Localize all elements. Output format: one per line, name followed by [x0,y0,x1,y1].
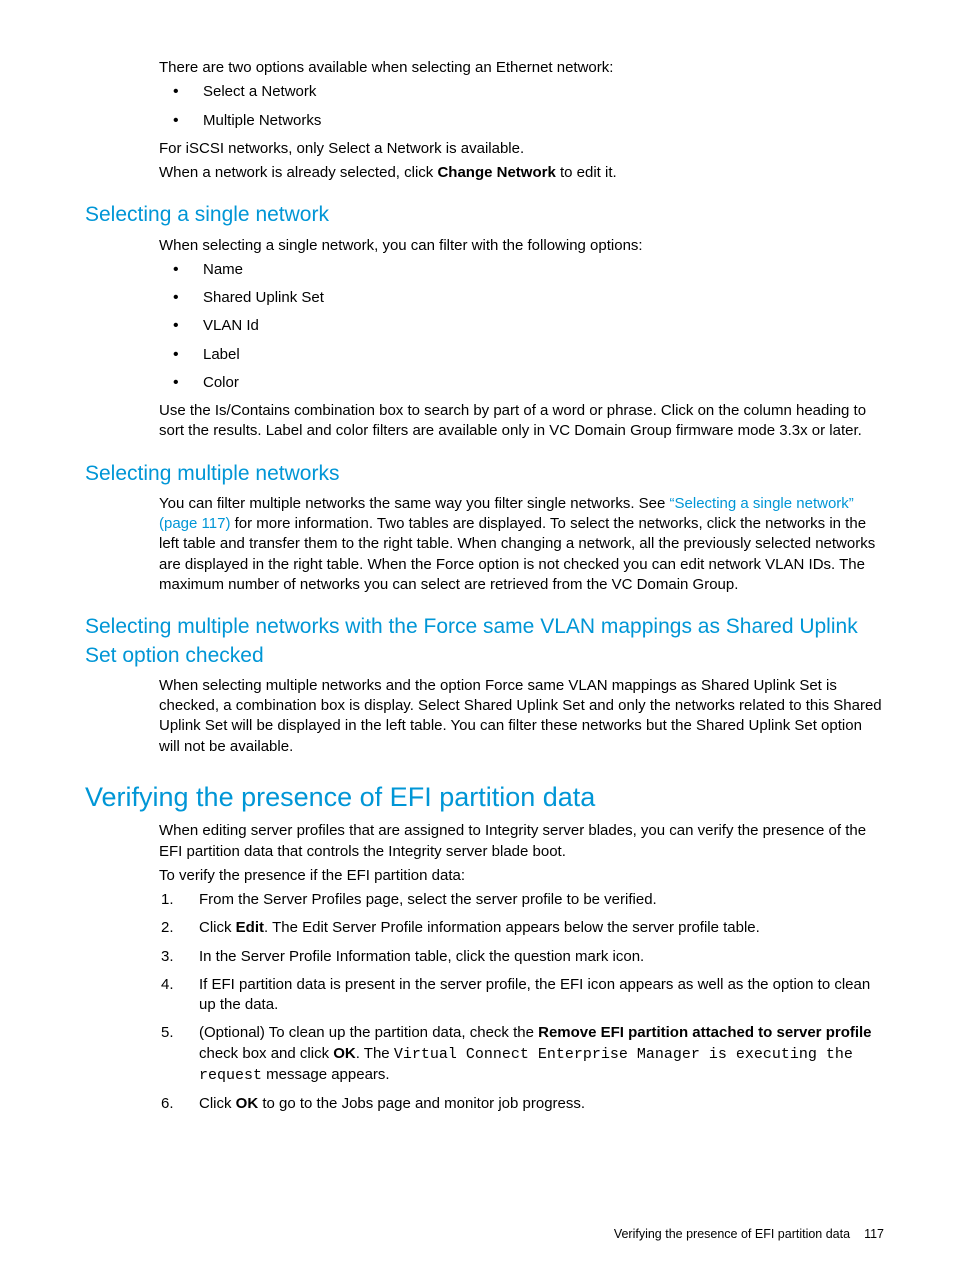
intro-line-3: When a network is already selected, clic… [159,163,884,183]
text-fragment: to go to the Jobs page and monitor job p… [258,1095,585,1112]
document-page: There are two options available when sel… [0,0,954,1271]
text-fragment: Click [199,919,236,936]
step-item: If EFI partition data is present in the … [159,975,884,1016]
single-filters-list: Name Shared Uplink Set VLAN Id Label Col… [159,260,884,393]
text-fragment: for more information. Two tables are dis… [159,515,875,593]
text-fragment: . The [356,1045,394,1062]
step-item: Click OK to go to the Jobs page and moni… [159,1094,884,1114]
list-item: Color [159,373,884,393]
heading-selecting-single-network: Selecting a single network [85,201,884,229]
footer-title: Verifying the presence of EFI partition … [614,1227,850,1241]
heading-selecting-multiple-networks: Selecting multiple networks [85,460,884,488]
list-item: Select a Network [159,82,884,102]
text-fragment: You can filter multiple networks the sam… [159,495,670,512]
bold-text: Edit [236,919,264,936]
text-fragment: to edit it. [556,164,617,181]
text-fragment: When a network is already selected, clic… [159,164,437,181]
bold-text: Remove EFI partition attached to server … [538,1024,871,1041]
intro-options-list: Select a Network Multiple Networks [159,82,884,131]
force-p1: When selecting multiple networks and the… [159,676,884,757]
text-fragment: message appears. [262,1066,390,1083]
text-fragment: Click [199,1095,236,1112]
step-item: (Optional) To clean up the partition dat… [159,1023,884,1086]
efi-p1: When editing server profiles that are as… [159,821,884,862]
list-item: Multiple Networks [159,111,884,131]
efi-p2: To verify the presence if the EFI partit… [159,866,884,886]
list-item: Name [159,260,884,280]
intro-block: There are two options available when sel… [159,58,884,183]
page-number: 117 [864,1227,884,1241]
step-item: In the Server Profile Information table,… [159,947,884,967]
bold-text: OK [236,1095,259,1112]
step-item: Click Edit. The Edit Server Profile info… [159,918,884,938]
heading-force-same-vlan: Selecting multiple networks with the For… [85,613,884,670]
heading-verifying-efi: Verifying the presence of EFI partition … [85,779,884,815]
intro-line-1: There are two options available when sel… [159,58,884,78]
list-item: VLAN Id [159,316,884,336]
intro-line-2: For iSCSI networks, only Select a Networ… [159,139,884,159]
text-fragment: check box and click [199,1045,333,1062]
force-block: When selecting multiple networks and the… [159,676,884,757]
list-item: Shared Uplink Set [159,288,884,308]
bold-text: Change Network [437,164,555,181]
single-p2: Use the Is/Contains combination box to s… [159,401,884,442]
step-item: From the Server Profiles page, select th… [159,890,884,910]
text-fragment: (Optional) To clean up the partition dat… [199,1024,538,1041]
page-footer: Verifying the presence of EFI partition … [614,1226,884,1243]
single-p1: When selecting a single network, you can… [159,236,884,256]
bold-text: OK [333,1045,356,1062]
multiple-networks-block: You can filter multiple networks the sam… [159,494,884,595]
multiple-p1: You can filter multiple networks the sam… [159,494,884,595]
list-item: Label [159,345,884,365]
efi-block: When editing server profiles that are as… [159,821,884,1114]
text-fragment: . The Edit Server Profile information ap… [264,919,760,936]
efi-steps: From the Server Profiles page, select th… [159,890,884,1114]
single-network-block: When selecting a single network, you can… [159,236,884,442]
